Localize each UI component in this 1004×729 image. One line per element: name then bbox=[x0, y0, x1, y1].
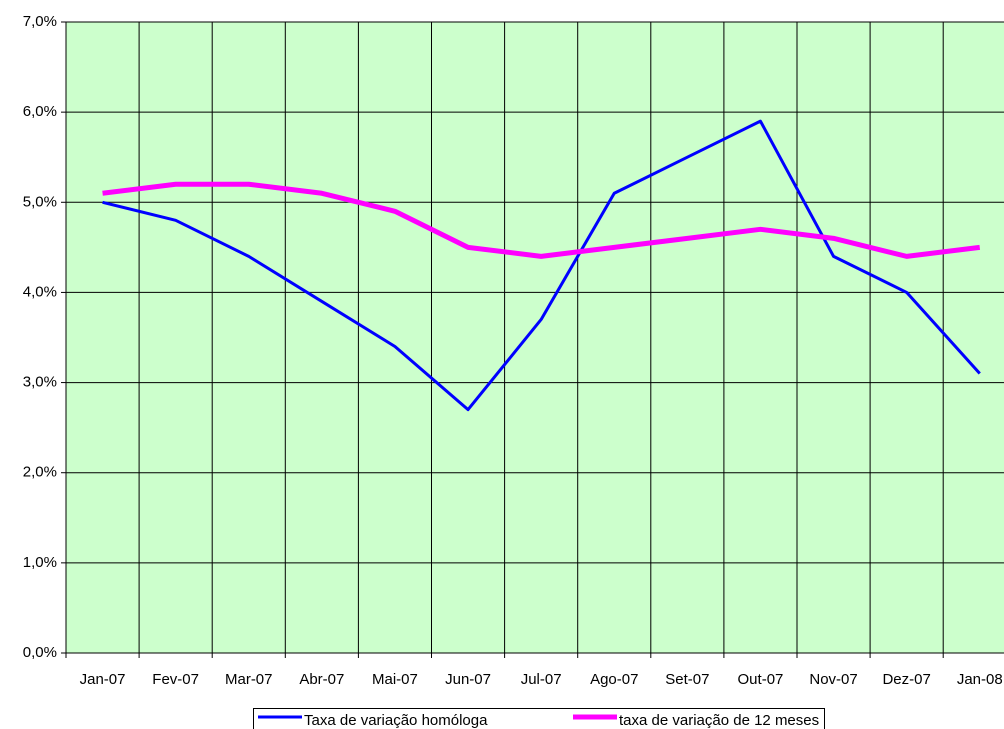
x-tick-label: Jul-07 bbox=[521, 671, 562, 688]
x-tick-label: Out-07 bbox=[738, 671, 784, 688]
x-tick-label: Jun-07 bbox=[445, 671, 491, 688]
x-tick-label: Mai-07 bbox=[372, 671, 418, 688]
y-tick-label: 0,0% bbox=[23, 644, 57, 661]
x-tick-label: Jan-08 bbox=[957, 671, 1003, 688]
series-line bbox=[102, 181, 981, 259]
legend-box bbox=[253, 708, 825, 729]
x-tick-label: Set-07 bbox=[665, 671, 709, 688]
y-tick-label: 4,0% bbox=[23, 283, 57, 300]
y-tick-label: 2,0% bbox=[23, 464, 57, 481]
plot-area bbox=[66, 22, 1004, 653]
x-tick-label: Dez-07 bbox=[882, 671, 930, 688]
series-line bbox=[102, 119, 981, 412]
y-tick-label: 7,0% bbox=[23, 13, 57, 30]
y-tick-label: 5,0% bbox=[23, 193, 57, 210]
x-tick-label: Abr-07 bbox=[299, 671, 344, 688]
y-tick-label: 6,0% bbox=[23, 103, 57, 120]
x-tick-label: Mar-07 bbox=[225, 671, 273, 688]
x-tick-label: Ago-07 bbox=[590, 671, 638, 688]
legend-label: Taxa de variação homóloga bbox=[304, 712, 488, 729]
x-tick-label: Fev-07 bbox=[152, 671, 199, 688]
legend-label: taxa de variação de 12 meses bbox=[619, 712, 819, 729]
y-tick-label: 1,0% bbox=[23, 554, 57, 571]
y-tick-label: 3,0% bbox=[23, 374, 57, 391]
x-tick-label: Jan-07 bbox=[80, 671, 126, 688]
x-tick-label: Nov-07 bbox=[809, 671, 857, 688]
